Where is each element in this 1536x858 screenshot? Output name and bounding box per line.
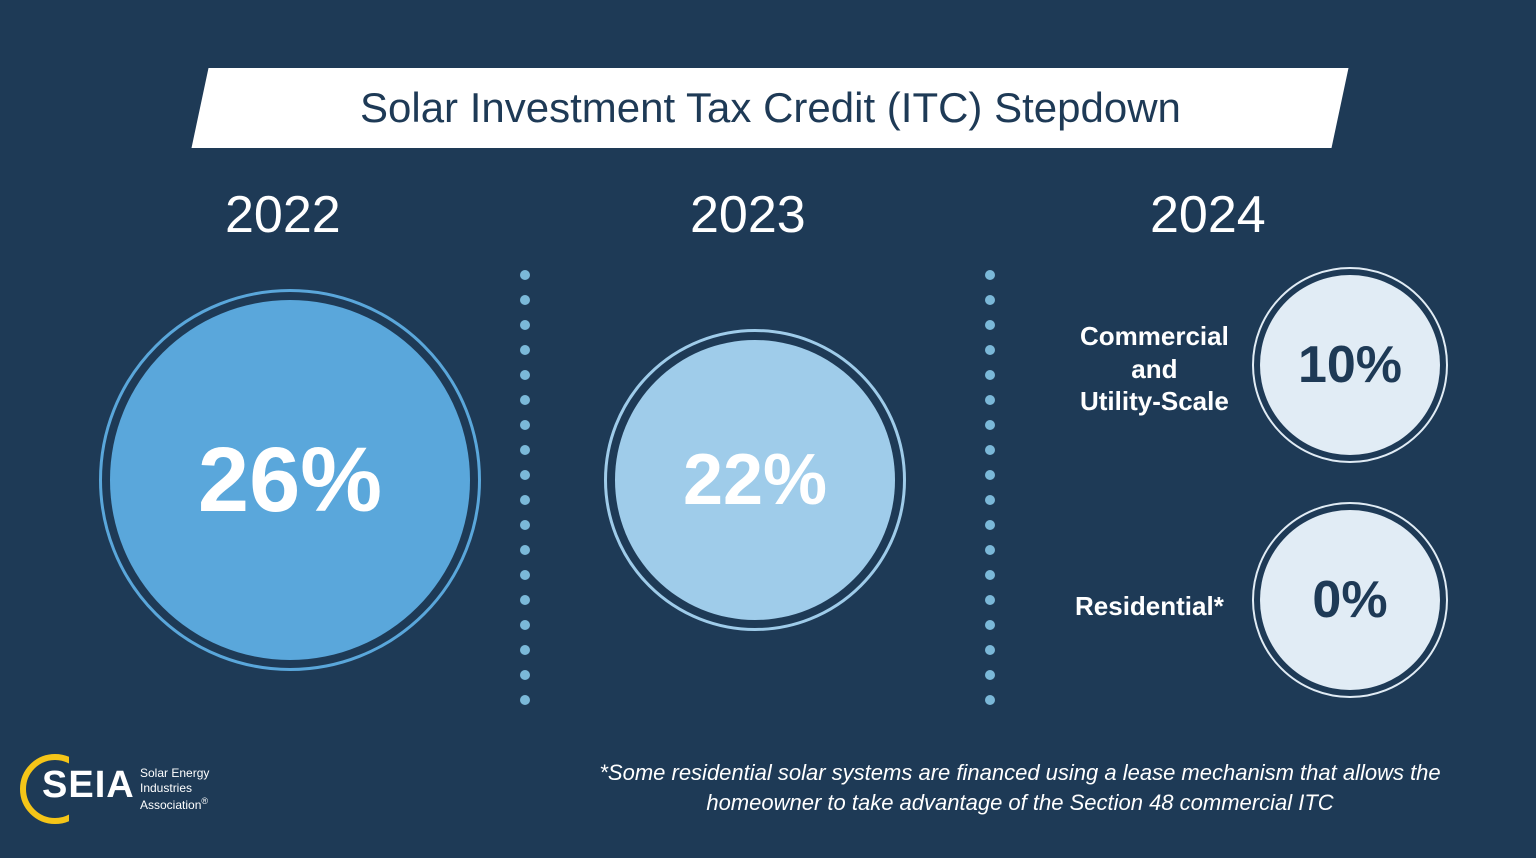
footnote: *Some residential solar systems are fina… (560, 758, 1480, 817)
seia-logo-mark: SEIA (20, 754, 130, 824)
bubble-sublabel: Residential* (1075, 590, 1224, 623)
percent-bubble-2024-1: 0% (1260, 510, 1440, 690)
bubble-sublabel: CommercialandUtility-Scale (1080, 320, 1229, 418)
year-label-2022: 2022 (225, 185, 341, 245)
percent-bubble-2022: 26% (110, 300, 470, 660)
logo-acronym: SEIA (42, 764, 135, 807)
percent-bubble-2024-0: 10% (1260, 275, 1440, 455)
seia-logo: SEIA Solar Energy Industries Association… (20, 754, 209, 824)
percent-bubble-2023: 22% (615, 340, 895, 620)
year-label-2023: 2023 (690, 185, 806, 245)
title-banner: Solar Investment Tax Credit (ITC) Stepdo… (191, 68, 1348, 148)
infographic-canvas: Solar Investment Tax Credit (ITC) Stepdo… (0, 0, 1536, 858)
year-label-2024: 2024 (1150, 185, 1266, 245)
divider-2 (985, 270, 987, 720)
logo-fullname: Solar Energy Industries Association® (140, 766, 209, 813)
divider-1 (520, 270, 522, 720)
title-text: Solar Investment Tax Credit (ITC) Stepdo… (360, 84, 1181, 132)
